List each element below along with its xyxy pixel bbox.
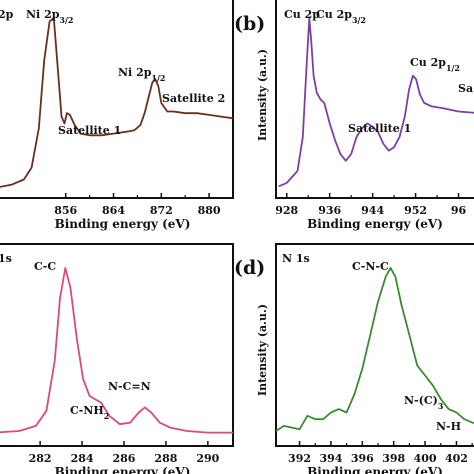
x-tick-label: 290 — [196, 452, 219, 465]
x-axis-label: Binding energy (eV) — [307, 465, 443, 474]
peak-annotation: Satellite 2 — [162, 92, 225, 105]
panel-title: 2p — [0, 8, 14, 21]
peak-annotation: Cu 2p1/2 — [410, 56, 460, 73]
x-tick-label: 96 — [451, 204, 467, 217]
x-tick-label: 928 — [275, 204, 298, 217]
x-axis-label: Binding energy (eV) — [55, 465, 191, 474]
peak-annotation: Cu 2p3/2 — [316, 8, 366, 25]
plot-frame — [275, 243, 474, 447]
x-tick-label: 282 — [29, 452, 52, 465]
x-tick-label: 864 — [102, 204, 125, 217]
panel-label: (d) — [234, 257, 265, 279]
x-tick-label: 400 — [414, 452, 437, 465]
x-tick-label: 872 — [150, 204, 173, 217]
peak-annotation: C-C — [34, 260, 56, 273]
y-axis-label: Intensity (a.u.) — [256, 304, 269, 396]
panel-title: 1s — [0, 252, 12, 265]
x-tick-label: 952 — [404, 204, 427, 217]
peak-annotation: N-C=N — [108, 380, 151, 393]
x-tick-label: 936 — [318, 204, 341, 217]
peak-annotation: C-NH2 — [70, 404, 109, 421]
peak-annotation: N-H — [436, 420, 461, 433]
panel-label: (b) — [234, 13, 265, 35]
peak-annotation: C-N-C — [352, 260, 389, 273]
series-line — [0, 267, 233, 434]
x-tick-label: 288 — [154, 452, 177, 465]
x-tick-label: 394 — [319, 452, 342, 465]
chart-panel-3: 80282284286288290Binding energy (eV)1sC-… — [0, 243, 234, 474]
panel-title: N 1s — [282, 252, 310, 265]
peak-annotation: Sa — [458, 82, 473, 95]
series-line — [278, 17, 474, 188]
x-tick-label: 944 — [361, 204, 384, 217]
y-axis-label: Intensity (a.u.) — [256, 49, 269, 141]
peak-annotation: Satellite 1 — [348, 122, 411, 135]
peak-annotation: Ni 2p1/2 — [118, 66, 165, 83]
x-tick-label: 392 — [288, 452, 311, 465]
x-tick-label: 398 — [382, 452, 405, 465]
x-axis-label: Binding energy (eV) — [55, 217, 191, 231]
x-tick-label: 396 — [351, 452, 374, 465]
peak-annotation: Satellite 1 — [58, 124, 121, 137]
series-line — [275, 267, 474, 432]
x-tick-label: 402 — [445, 452, 468, 465]
series-line — [0, 17, 234, 188]
x-tick-label: 880 — [198, 204, 221, 217]
plot-frame — [275, 0, 474, 199]
x-axis-label: Binding energy (eV) — [307, 217, 443, 231]
x-tick-label: 856 — [54, 204, 77, 217]
chart-panel-1: 856 864 872 880 Binding energy (eV) 2p Ni 2p3/… — [0, 0, 234, 231]
chart-panel-2: 928 936 944 952 96 Binding energy (eV) Intensi… — [234, 0, 474, 231]
plot-frame — [0, 243, 234, 447]
x-tick-label: 286 — [112, 452, 135, 465]
peak-annotation: N-(C)3 — [404, 394, 444, 411]
panel-title: Cu 2p — [284, 8, 320, 21]
x-tick-label: 284 — [71, 452, 94, 465]
peak-annotation: Ni 2p3/2 — [26, 8, 73, 25]
